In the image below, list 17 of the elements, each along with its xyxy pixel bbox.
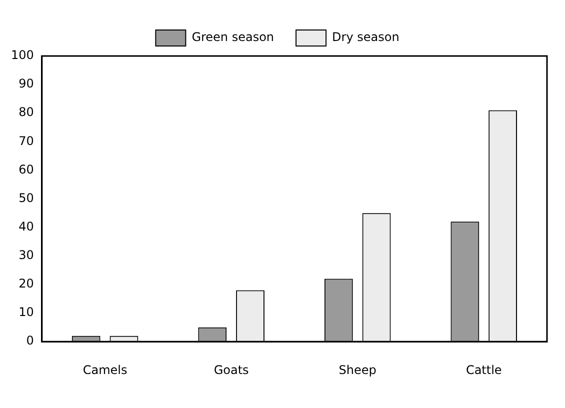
x-tick-label: Camels	[82, 362, 128, 377]
legend-label: Dry season	[332, 30, 400, 44]
y-tick-label: 80	[18, 105, 34, 120]
y-tick-label: 30	[18, 248, 34, 262]
y-tick-label: 70	[18, 134, 34, 148]
y-tick-label: 10	[18, 305, 34, 320]
y-tick-label: 20	[18, 276, 34, 291]
legend-label: Green season	[192, 30, 274, 44]
y-tick-label: 0	[26, 334, 34, 348]
x-tick-label: Sheep	[338, 362, 376, 377]
y-tick-label: 40	[18, 219, 34, 234]
y-tick-label: 50	[18, 190, 34, 205]
y-tick-label: 100	[11, 48, 34, 62]
y-tick-label: 90	[18, 76, 34, 91]
y-tick-label: 60	[18, 162, 34, 176]
x-tick-label: Goats	[214, 362, 249, 377]
x-tick-label: Cattle	[466, 362, 502, 377]
